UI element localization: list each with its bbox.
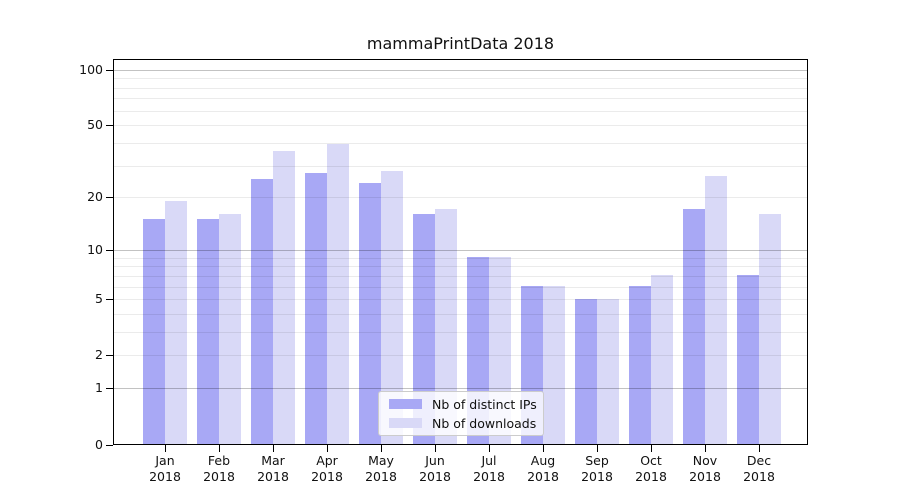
gridline-minor bbox=[114, 355, 807, 357]
y-tick bbox=[106, 125, 113, 127]
x-tick bbox=[327, 445, 328, 452]
y-tick-label: 2 bbox=[95, 347, 103, 363]
y-tick bbox=[106, 249, 113, 251]
bar-downloads bbox=[435, 209, 457, 444]
bar-downloads bbox=[327, 144, 349, 444]
y-tick bbox=[106, 69, 113, 71]
gridline-minor bbox=[114, 275, 807, 277]
y-tick-label: 1 bbox=[95, 380, 103, 396]
y-tick-label: 0 bbox=[95, 436, 103, 452]
x-tick-label: Feb 2018 bbox=[203, 453, 235, 485]
legend-label-downloads: Nb of downloads bbox=[432, 415, 537, 431]
x-tick bbox=[597, 445, 598, 452]
bar-downloads bbox=[219, 213, 241, 444]
y-tick bbox=[106, 444, 113, 446]
gridline-minor bbox=[114, 313, 807, 315]
bar-downloads bbox=[273, 150, 295, 444]
x-tick-label: Nov 2018 bbox=[689, 453, 721, 485]
x-tick bbox=[489, 445, 490, 452]
axis-layer: 0 1 2 5 10 20 50 100 Jan 2018 Feb 2018 Mar 2018 Apr… bbox=[79, 60, 807, 484]
y-tick-label: 100 bbox=[79, 61, 103, 77]
bar-distinct-ips bbox=[575, 298, 597, 444]
x-tick bbox=[759, 445, 760, 452]
legend-item-distinct-ips: Nb of distinct IPs bbox=[389, 397, 537, 412]
bar-downloads bbox=[165, 200, 187, 444]
x-tick-label: Mar 2018 bbox=[257, 453, 289, 485]
bar-downloads bbox=[759, 213, 781, 444]
x-tick bbox=[705, 445, 706, 452]
x-tick-label: Sep 2018 bbox=[581, 453, 613, 485]
legend-item-downloads: Nb of downloads bbox=[389, 415, 537, 431]
x-tick bbox=[651, 445, 652, 452]
bar-distinct-ips bbox=[629, 286, 651, 444]
gridline-major bbox=[114, 69, 807, 71]
x-tick bbox=[219, 445, 220, 452]
bar-distinct-ips bbox=[413, 213, 435, 444]
bar-downloads bbox=[651, 275, 673, 444]
gridline-minor bbox=[114, 266, 807, 268]
x-tick-label: Jan 2018 bbox=[149, 453, 181, 485]
x-tick bbox=[273, 445, 274, 452]
gridline-minor bbox=[114, 165, 807, 167]
x-tick-label: Jun 2018 bbox=[419, 453, 451, 485]
bar-downloads bbox=[381, 170, 403, 444]
legend-swatch-downloads bbox=[389, 418, 422, 428]
gridline-major bbox=[114, 249, 807, 251]
y-tick-label: 20 bbox=[87, 189, 103, 205]
x-tick-label: Dec 2018 bbox=[743, 453, 775, 485]
bar-distinct-ips bbox=[251, 179, 273, 444]
bar-distinct-ips bbox=[305, 173, 327, 444]
grid-layer bbox=[114, 60, 807, 444]
plot-area: 0 1 2 5 10 20 50 100 Jan 2018 Feb 2018 Mar 2018 Apr… bbox=[79, 59, 808, 484]
y-tick bbox=[106, 388, 113, 390]
gridline-minor bbox=[114, 110, 807, 112]
bar-distinct-ips bbox=[197, 218, 219, 444]
bar-downloads bbox=[597, 298, 619, 444]
bar-downloads bbox=[705, 176, 727, 444]
legend-swatch-distinct-ips bbox=[389, 399, 422, 409]
y-tick bbox=[106, 355, 113, 357]
x-tick bbox=[381, 445, 382, 452]
gridline-minor bbox=[114, 299, 807, 300]
legend: Nb of distinct IPs Nb of downloads bbox=[378, 391, 544, 436]
legend-label-distinct-ips: Nb of distinct IPs bbox=[432, 396, 537, 412]
y-tick-label: 5 bbox=[95, 291, 103, 307]
gridline-minor bbox=[114, 78, 807, 80]
gridline-minor bbox=[114, 286, 807, 288]
bar-distinct-ips bbox=[683, 209, 705, 444]
x-tick-label: Jul 2018 bbox=[473, 453, 505, 485]
bar-distinct-ips bbox=[143, 218, 165, 444]
gridline-minor bbox=[114, 197, 807, 199]
x-tick-label: May 2018 bbox=[365, 453, 397, 485]
x-tick-label: Aug 2018 bbox=[527, 453, 559, 485]
bar-distinct-ips bbox=[359, 182, 381, 444]
x-tick bbox=[543, 445, 544, 452]
gridline-minor bbox=[114, 142, 807, 144]
y-tick-label: 10 bbox=[87, 241, 103, 257]
bar-downloads bbox=[543, 286, 565, 444]
y-tick-label: 50 bbox=[87, 117, 103, 133]
gridline-minor bbox=[114, 87, 807, 89]
y-tick bbox=[106, 197, 113, 199]
gridline-minor bbox=[114, 331, 807, 333]
y-tick bbox=[106, 299, 113, 300]
x-tick-label: Apr 2018 bbox=[311, 453, 343, 485]
x-tick bbox=[165, 445, 166, 452]
x-tick-label: Oct 2018 bbox=[635, 453, 667, 485]
gridline-minor bbox=[114, 98, 807, 100]
x-tick bbox=[435, 445, 436, 452]
gridline-minor bbox=[114, 257, 807, 259]
bar-distinct-ips bbox=[737, 275, 759, 444]
chart-title: mammaPrintData 2018 bbox=[366, 34, 555, 53]
gridline-minor bbox=[114, 125, 807, 127]
gridline-major bbox=[114, 388, 807, 390]
